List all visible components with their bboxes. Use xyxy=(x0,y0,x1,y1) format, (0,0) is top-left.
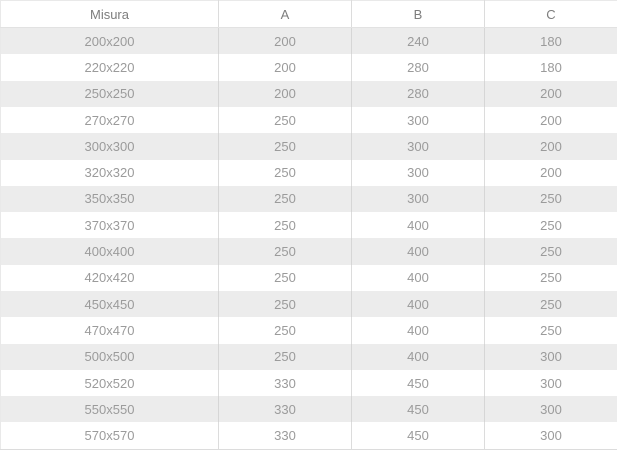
table-row: 450x450 250 400 250 xyxy=(0,290,617,318)
cell-misura: 370x370 xyxy=(0,212,219,239)
cell-misura: 450x450 xyxy=(0,290,219,318)
column-header-b: B xyxy=(351,0,485,28)
cell-value-a: 250 xyxy=(218,106,352,134)
cell-value-b: 300 xyxy=(351,159,485,186)
cell-misura: 300x300 xyxy=(0,133,219,160)
cell-value-c: 200 xyxy=(484,106,617,134)
cell-misura: 550x550 xyxy=(0,396,219,423)
cell-value-a: 330 xyxy=(218,369,352,397)
table-row: 370x370 250 400 250 xyxy=(0,212,617,239)
cell-value-a: 250 xyxy=(218,159,352,186)
cell-value-c: 180 xyxy=(484,27,617,55)
cell-value-c: 200 xyxy=(484,80,617,107)
cell-value-b: 400 xyxy=(351,343,485,370)
table-row: 500x500 250 400 300 xyxy=(0,343,617,370)
cell-value-c: 300 xyxy=(484,343,617,370)
header-row: Misura A B C xyxy=(0,0,617,28)
table-row: 320x320 250 300 200 xyxy=(0,159,617,186)
cell-value-b: 280 xyxy=(351,80,485,107)
cell-misura: 320x320 xyxy=(0,159,219,186)
table-row: 220x220 200 280 180 xyxy=(0,54,617,81)
cell-value-a: 250 xyxy=(218,317,352,344)
cell-value-a: 250 xyxy=(218,264,352,291)
cell-misura: 350x350 xyxy=(0,185,219,213)
cell-value-b: 400 xyxy=(351,238,485,265)
cell-misura: 470x470 xyxy=(0,317,219,344)
cell-value-b: 450 xyxy=(351,369,485,397)
cell-value-a: 330 xyxy=(218,422,352,450)
cell-misura: 400x400 xyxy=(0,238,219,265)
cell-value-b: 300 xyxy=(351,133,485,160)
table-row: 470x470 250 400 250 xyxy=(0,317,617,344)
cell-value-b: 300 xyxy=(351,106,485,134)
column-header-c: C xyxy=(484,0,617,28)
cell-value-a: 200 xyxy=(218,54,352,81)
cell-value-c: 180 xyxy=(484,54,617,81)
cell-misura: 420x420 xyxy=(0,264,219,291)
table-row: 200x200 200 240 180 xyxy=(0,27,617,55)
cell-value-b: 400 xyxy=(351,290,485,318)
table-row: 270x270 250 300 200 xyxy=(0,106,617,134)
cell-value-c: 300 xyxy=(484,422,617,450)
cell-value-c: 250 xyxy=(484,317,617,344)
column-header-a: A xyxy=(218,0,352,28)
cell-value-b: 450 xyxy=(351,396,485,423)
cell-value-a: 200 xyxy=(218,27,352,55)
cell-value-c: 250 xyxy=(484,238,617,265)
table-row: 520x520 330 450 300 xyxy=(0,369,617,397)
table-row: 420x420 250 400 250 xyxy=(0,264,617,291)
cell-value-c: 200 xyxy=(484,133,617,160)
cell-value-c: 250 xyxy=(484,264,617,291)
cell-misura: 520x520 xyxy=(0,369,219,397)
table-row: 300x300 250 300 200 xyxy=(0,133,617,160)
cell-value-c: 250 xyxy=(484,212,617,239)
cell-value-c: 200 xyxy=(484,159,617,186)
table-row: 550x550 330 450 300 xyxy=(0,396,617,423)
cell-value-a: 200 xyxy=(218,80,352,107)
cell-value-a: 250 xyxy=(218,133,352,160)
cell-value-b: 400 xyxy=(351,317,485,344)
cell-value-a: 330 xyxy=(218,396,352,423)
cell-misura: 250x250 xyxy=(0,80,219,107)
column-header-misura: Misura xyxy=(0,0,219,28)
cell-value-c: 250 xyxy=(484,290,617,318)
table-row: 400x400 250 400 250 xyxy=(0,238,617,265)
cell-misura: 200x200 xyxy=(0,27,219,55)
cell-value-c: 300 xyxy=(484,396,617,423)
cell-value-b: 400 xyxy=(351,264,485,291)
table-body: 200x200 200 240 180 220x220 200 280 180 250x250 2… xyxy=(0,27,617,450)
cell-value-c: 250 xyxy=(484,185,617,213)
cell-value-a: 250 xyxy=(218,343,352,370)
table-row: 250x250 200 280 200 xyxy=(0,80,617,107)
cell-value-b: 280 xyxy=(351,54,485,81)
cell-value-b: 300 xyxy=(351,185,485,213)
cell-value-a: 250 xyxy=(218,185,352,213)
cell-misura: 570x570 xyxy=(0,422,219,450)
cell-value-b: 240 xyxy=(351,27,485,55)
table-row: 350x350 250 300 250 xyxy=(0,185,617,213)
cell-value-b: 450 xyxy=(351,422,485,450)
cell-misura: 270x270 xyxy=(0,106,219,134)
cell-value-a: 250 xyxy=(218,290,352,318)
cell-value-b: 400 xyxy=(351,212,485,239)
cell-misura: 500x500 xyxy=(0,343,219,370)
table-row: 570x570 330 450 300 xyxy=(0,422,617,450)
cell-value-c: 300 xyxy=(484,369,617,397)
cell-value-a: 250 xyxy=(218,212,352,239)
cell-value-a: 250 xyxy=(218,238,352,265)
cell-misura: 220x220 xyxy=(0,54,219,81)
